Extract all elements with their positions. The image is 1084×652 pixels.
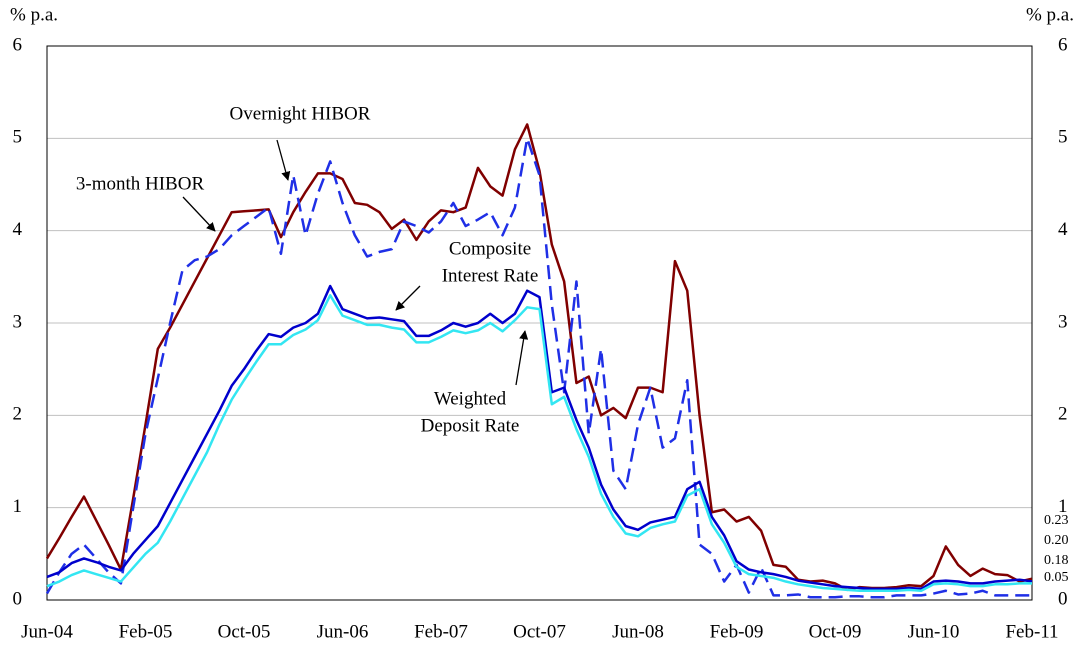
- series-label: Composite: [449, 238, 531, 259]
- y2-tick-label: 2: [1058, 404, 1068, 425]
- series-label: 3-month HIBOR: [76, 173, 205, 194]
- y-tick-label: 1: [13, 496, 23, 517]
- y2-tick-label: 0: [1058, 588, 1068, 609]
- x-tick-label: Feb-09: [710, 621, 764, 642]
- y2-tick-label: 5: [1058, 127, 1068, 148]
- y2-tick-label: 1: [1058, 496, 1068, 517]
- y2-axis-label: % p.a.: [1026, 4, 1074, 25]
- y2-tick-label: 4: [1058, 219, 1068, 240]
- annotation-arrow: [515, 330, 529, 386]
- y-tick-label: 2: [13, 404, 23, 425]
- series-line: [46, 284, 1033, 591]
- end-value-label: 0.20: [1044, 533, 1069, 548]
- x-tick-label: Oct-07: [513, 621, 566, 642]
- y-tick-label: 0: [13, 588, 23, 609]
- x-tick-label: Oct-09: [809, 621, 862, 642]
- y-tick-label: 5: [13, 127, 23, 148]
- series-line: [46, 294, 1032, 593]
- x-tick-label: Feb-07: [414, 621, 468, 642]
- y-tick-label: 6: [13, 34, 23, 55]
- x-tick-label: Oct-05: [218, 621, 271, 642]
- x-tick-label: Jun-08: [612, 621, 664, 642]
- y-tick-label: 4: [13, 219, 23, 240]
- end-value-label: 0.05: [1044, 570, 1069, 585]
- end-value-label: 0.23: [1044, 513, 1069, 528]
- series-label: Deposit Rate: [421, 415, 520, 436]
- y2-tick-label: 3: [1058, 311, 1068, 332]
- x-tick-label: Jun-06: [317, 621, 369, 642]
- series-label: Weighted: [434, 388, 507, 409]
- y-axis-label: % p.a.: [10, 4, 58, 25]
- series-label: Overnight HIBOR: [230, 103, 371, 124]
- annotation-arrow: [276, 139, 291, 181]
- x-tick-label: Feb-11: [1005, 621, 1058, 642]
- series-line: [45, 137, 1032, 599]
- plot-frame: [46, 45, 1033, 601]
- annotation-arrow: [182, 196, 216, 232]
- y-tick-label: 3: [13, 311, 23, 332]
- x-tick-label: Feb-05: [119, 621, 173, 642]
- x-tick-label: Jun-04: [21, 621, 73, 642]
- series-label: Interest Rate: [442, 265, 539, 286]
- annotation-arrow: [395, 285, 421, 311]
- x-tick-label: Jun-10: [908, 621, 960, 642]
- end-value-label: 0.18: [1044, 553, 1069, 568]
- y2-tick-label: 6: [1058, 34, 1068, 55]
